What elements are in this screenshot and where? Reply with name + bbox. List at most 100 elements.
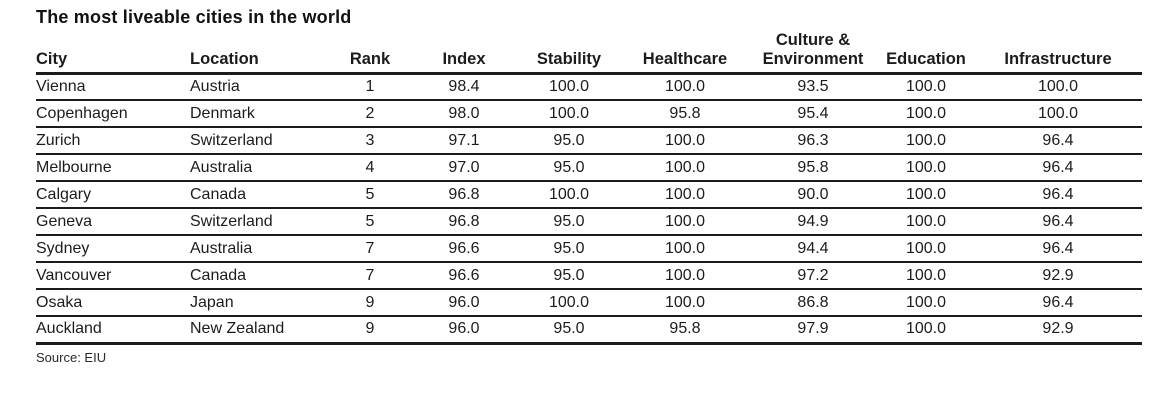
cell-location: Australia [190,154,328,182]
cell-city: Melbourne [36,154,190,182]
column-header-healthcare: Healthcare [622,30,748,75]
column-header-location: Location [190,30,328,75]
header-row: City Location Rank Index Stability Healthcare… [36,30,1142,75]
cell-healthcare: 100.0 [622,127,748,155]
cell-location: Switzerland [190,127,328,155]
cell-rank: 2 [328,100,412,128]
cell-location: Canada [190,181,328,209]
cell-index: 97.0 [412,154,516,182]
cell-infrastructure: 96.4 [974,208,1142,236]
cell-index: 97.1 [412,127,516,155]
cell-education: 100.0 [878,127,974,155]
cell-rank: 3 [328,127,412,155]
column-header-stability: Stability [516,30,622,75]
cell-infrastructure: 96.4 [974,127,1142,155]
cell-healthcare: 100.0 [622,289,748,317]
cell-stability: 100.0 [516,289,622,317]
column-header-index: Index [412,30,516,75]
cell-healthcare: 100.0 [622,181,748,209]
cell-index: 96.8 [412,208,516,236]
table-row: Auckland New Zealand 9 96.0 95.0 95.8 97.9 100.… [36,316,1142,345]
table-row: Copenhagen Denmark 2 98.0 100.0 95.8 95.4 100.0… [36,100,1142,128]
cell-city: Geneva [36,208,190,236]
cell-rank: 5 [328,181,412,209]
cell-infrastructure: 96.4 [974,154,1142,182]
cell-culture-environment: 95.4 [748,100,878,128]
cell-education: 100.0 [878,235,974,263]
cell-education: 100.0 [878,73,974,101]
table-row: Vancouver Canada 7 96.6 95.0 100.0 97.2 100.0 92… [36,262,1142,290]
cell-location: Denmark [190,100,328,128]
cell-culture-environment: 97.2 [748,262,878,290]
page-title: The most liveable cities in the world [36,7,352,27]
column-header-infrastructure: Infrastructure [974,30,1142,75]
cell-city: Zurich [36,127,190,155]
cell-index: 96.6 [412,235,516,263]
cell-education: 100.0 [878,100,974,128]
cell-infrastructure: 100.0 [974,73,1142,101]
cell-location: Austria [190,73,328,101]
cell-stability: 95.0 [516,127,622,155]
cell-rank: 7 [328,262,412,290]
cell-rank: 9 [328,316,412,345]
table-body: Vienna Austria 1 98.4 100.0 100.0 93.5 100.0 100… [36,73,1142,345]
cell-index: 96.0 [412,316,516,345]
cell-education: 100.0 [878,316,974,345]
cell-city: Osaka [36,289,190,317]
cell-index: 96.0 [412,289,516,317]
table-row: Calgary Canada 5 96.8 100.0 100.0 90.0 100.0 96.… [36,181,1142,209]
cell-infrastructure: 96.4 [974,181,1142,209]
cell-index: 98.0 [412,100,516,128]
cell-culture-environment: 95.8 [748,154,878,182]
cell-stability: 95.0 [516,154,622,182]
table-row: Melbourne Australia 4 97.0 95.0 100.0 95.8 100.… [36,154,1142,182]
cell-city: Sydney [36,235,190,263]
cell-culture-environment: 97.9 [748,316,878,345]
cell-culture-environment: 96.3 [748,127,878,155]
cell-rank: 9 [328,289,412,317]
cell-healthcare: 100.0 [622,208,748,236]
cell-healthcare: 95.8 [622,316,748,345]
cell-stability: 100.0 [516,100,622,128]
cell-rank: 1 [328,73,412,101]
cell-education: 100.0 [878,208,974,236]
source-note: Source: EIU [36,349,107,365]
cell-culture-environment: 94.9 [748,208,878,236]
cell-infrastructure: 92.9 [974,316,1142,345]
table-row: Geneva Switzerland 5 96.8 95.0 100.0 94.9 100.0… [36,208,1142,236]
liveability-table: City Location Rank Index Stability Healthcare… [36,30,1142,345]
cell-location: Japan [190,289,328,317]
cell-healthcare: 95.8 [622,100,748,128]
cell-stability: 95.0 [516,235,622,263]
cell-stability: 95.0 [516,316,622,345]
cell-city: Vienna [36,73,190,101]
cell-index: 98.4 [412,73,516,101]
cell-culture-environment: 90.0 [748,181,878,209]
table-row: Osaka Japan 9 96.0 100.0 100.0 86.8 100.0 96.4 [36,289,1142,317]
cell-location: New Zealand [190,316,328,345]
cell-healthcare: 100.0 [622,154,748,182]
cell-healthcare: 100.0 [622,235,748,263]
column-header-education: Education [878,30,974,75]
cell-education: 100.0 [878,154,974,182]
column-header-city: City [36,30,190,75]
cell-education: 100.0 [878,289,974,317]
cell-stability: 100.0 [516,73,622,101]
cell-stability: 95.0 [516,262,622,290]
table-row: Vienna Austria 1 98.4 100.0 100.0 93.5 100.0 100… [36,73,1142,101]
table-header: City Location Rank Index Stability Healthcare… [36,30,1142,75]
cell-healthcare: 100.0 [622,262,748,290]
cell-rank: 7 [328,235,412,263]
cell-location: Switzerland [190,208,328,236]
cell-stability: 100.0 [516,181,622,209]
cell-location: Canada [190,262,328,290]
cell-rank: 5 [328,208,412,236]
column-header-rank: Rank [328,30,412,75]
cell-culture-environment: 93.5 [748,73,878,101]
cell-education: 100.0 [878,262,974,290]
table-row: Sydney Australia 7 96.6 95.0 100.0 94.4 100.0 96… [36,235,1142,263]
cell-infrastructure: 96.4 [974,235,1142,263]
cell-city: Auckland [36,316,190,345]
column-header-culture-environment: Culture & Environment [748,30,878,75]
